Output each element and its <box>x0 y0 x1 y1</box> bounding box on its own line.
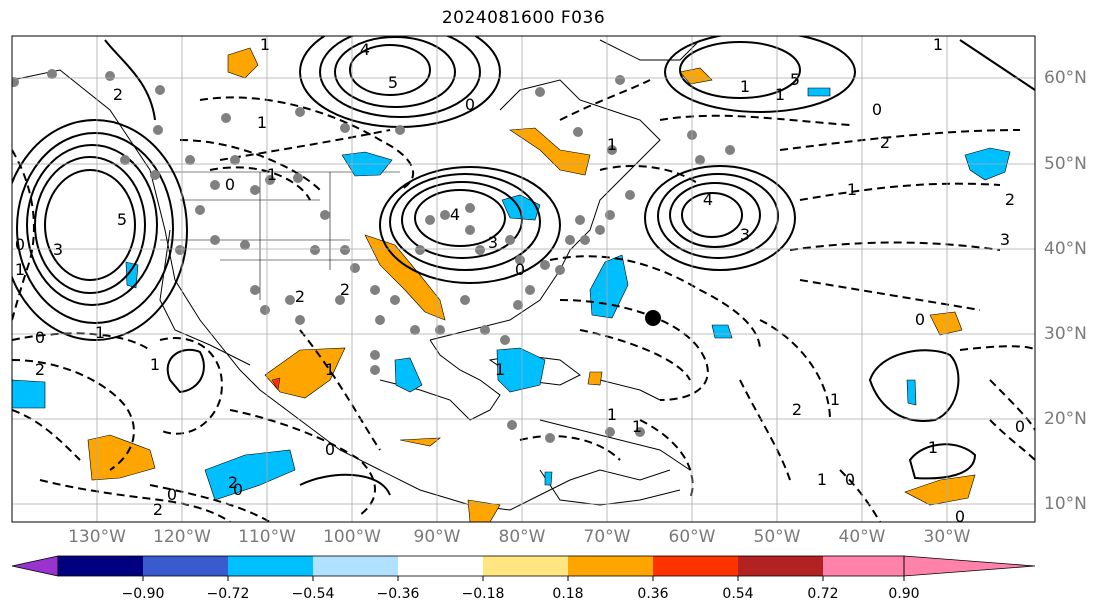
contour-label: 0 <box>233 480 243 499</box>
contour-label: 0 <box>1015 417 1025 436</box>
colorbar-tick-label: −0.36 <box>376 586 420 602</box>
colorbar-tick-label: −0.90 <box>121 586 165 602</box>
lon-label: 30°W <box>923 527 971 547</box>
contour-label: 1 <box>267 165 277 184</box>
contour-label: 5 <box>388 73 398 92</box>
contour-label: 2 <box>35 360 45 379</box>
colorbar-tick-label: 0.54 <box>722 586 754 602</box>
contour-label: 4 <box>360 40 370 59</box>
coastline <box>12 39 701 511</box>
contour-label: 1 <box>495 360 505 379</box>
contour-label: 0 <box>167 485 177 504</box>
gray-markers <box>12 69 735 443</box>
map-frame <box>11 35 1036 523</box>
contour-label: 1 <box>260 35 270 54</box>
contour-label: 0 <box>465 95 475 114</box>
contour-label: 2 <box>153 500 163 519</box>
lon-label: 50°W <box>753 527 801 547</box>
colorbar-tick-label: −0.72 <box>206 586 250 602</box>
colorbar-tick-label: 0.90 <box>888 586 920 602</box>
contour-label: 5 <box>117 210 127 229</box>
colorbar-tick-label: 0.72 <box>807 586 839 602</box>
contour-label: 1 <box>325 360 335 379</box>
contour-label: 0 <box>872 100 882 119</box>
colorbar-tick-label: 0.18 <box>552 586 584 602</box>
contour-label: 2 <box>1005 190 1015 209</box>
contour-label: 1 <box>607 405 617 424</box>
colorbar-tickmarks <box>142 576 905 581</box>
orange-fill-areas <box>87 47 976 522</box>
contour-label: 2 <box>340 280 350 299</box>
lat-label: 10°N <box>1044 494 1087 514</box>
contour-label: 2 <box>228 473 238 492</box>
contour-label: 4 <box>450 205 460 224</box>
contour-label: 0 <box>325 440 335 459</box>
contour-label: 1 <box>607 135 617 154</box>
contour-label: 0 <box>845 470 855 489</box>
colorbar-tick-label: −0.18 <box>461 586 505 602</box>
contour-label: 1 <box>830 390 840 409</box>
lon-label: 70°W <box>583 527 631 547</box>
lon-label: 110°W <box>238 527 296 547</box>
contour-label: 2 <box>792 400 802 419</box>
gridlines <box>12 36 1035 522</box>
weather-map: 1 4 5 2 0 5 3 4 5 1 0 1 2 1 1 2 0 1 0 2 … <box>11 35 1036 526</box>
contour-label: 2 <box>113 85 123 104</box>
contour-labels: 1 4 5 2 0 5 3 4 5 1 0 1 2 1 1 2 0 1 0 2 … <box>15 35 1025 526</box>
lat-label: 20°N <box>1044 409 1087 429</box>
contour-label: 2 <box>295 287 305 306</box>
lon-label: 120°W <box>153 527 211 547</box>
map-title: 2024081600 F036 <box>441 8 606 28</box>
contour-label: 3 <box>1000 230 1010 249</box>
colorbar-tick-label: −0.54 <box>291 586 335 602</box>
contour-label: 0 <box>225 175 235 194</box>
contour-label: 1 <box>95 323 105 342</box>
contour-label: 5 <box>790 70 800 89</box>
contour-label: 0 <box>515 260 525 279</box>
contour-label: 3 <box>740 225 750 244</box>
contour-label: 2 <box>880 133 890 152</box>
solid-contours <box>12 36 1035 496</box>
lat-label: 50°N <box>1044 154 1087 174</box>
lat-label: 40°N <box>1044 239 1087 259</box>
contour-label: 1 <box>257 113 267 132</box>
contour-label: 1 <box>933 35 943 54</box>
contour-label: 1 <box>15 260 25 279</box>
contour-label: 1 <box>150 355 160 374</box>
contour-label: 4 <box>703 190 713 209</box>
red-fill-area <box>271 377 281 391</box>
lat-label: 30°N <box>1044 324 1087 344</box>
blue-fill-areas <box>12 87 1011 501</box>
lon-label: 40°W <box>838 527 886 547</box>
contour-label: 1 <box>847 180 857 199</box>
lon-label: 80°W <box>498 527 546 547</box>
contour-label: 1 <box>775 85 785 104</box>
colorbar-tick-label: 0.36 <box>637 586 669 602</box>
lon-label: 60°W <box>668 527 716 547</box>
contour-label: 1 <box>928 438 938 457</box>
contour-label: 0 <box>955 507 965 526</box>
contour-label: 3 <box>488 233 498 252</box>
lon-label: 100°W <box>323 527 381 547</box>
lat-label: 60°N <box>1044 68 1087 88</box>
black-marker <box>645 310 661 326</box>
lon-label: 130°W <box>68 527 126 547</box>
contour-label: 0 <box>35 328 45 347</box>
dashed-contours <box>12 79 1035 522</box>
contour-label: 1 <box>740 77 750 96</box>
contour-label: 0 <box>15 235 25 254</box>
contour-label: 1 <box>817 470 827 489</box>
contour-label: 0 <box>915 310 925 329</box>
contour-label: 3 <box>53 240 63 259</box>
contour-label: 1 <box>632 417 642 436</box>
lon-label: 90°W <box>413 527 461 547</box>
